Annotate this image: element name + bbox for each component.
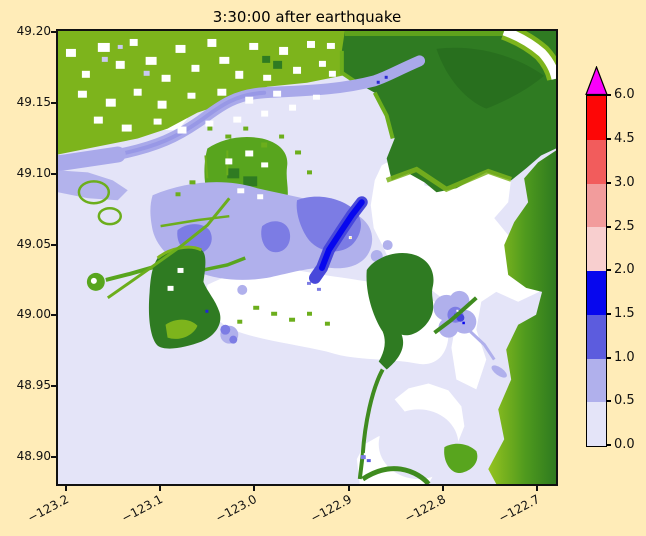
ytick [51, 456, 56, 458]
xtick [536, 486, 538, 491]
xtick [159, 486, 161, 491]
plot-area [56, 29, 558, 486]
xtick-label: −122.9 [307, 492, 354, 526]
colorbar-tick [607, 138, 611, 140]
urban-lavender-dots [101, 44, 150, 76]
ytick [51, 31, 56, 33]
colorbar-segment [587, 227, 606, 271]
estuary [58, 170, 128, 201]
colorbar-segment [587, 314, 606, 359]
green-flecks [175, 126, 330, 326]
xtick-label: −123.0 [212, 492, 259, 526]
ytick-label: 48.95 [16, 378, 51, 392]
ytick [51, 102, 56, 104]
map-canvas [58, 31, 556, 484]
dark-field-squares [262, 55, 283, 69]
river [58, 55, 426, 172]
colorbar-segment [587, 96, 606, 140]
colorbar-tick [607, 313, 611, 315]
colorbar-tick [607, 182, 611, 184]
colorbar-segment [587, 402, 606, 446]
ytick [51, 385, 56, 387]
colorbar-label: 2.5 [614, 219, 635, 234]
colorbar-tick [607, 400, 611, 402]
colorbar [585, 66, 608, 447]
se-bay [360, 409, 478, 484]
xtick-label: −122.8 [401, 492, 448, 526]
colorbar-bar [586, 95, 607, 447]
lowland-roads [77, 150, 231, 300]
colorbar-segment [587, 183, 606, 228]
ytick-label: 49.20 [16, 24, 51, 38]
colorbar-label: 0.5 [614, 393, 635, 408]
ytick-label: 49.05 [16, 237, 51, 251]
urban-speckles [65, 38, 336, 291]
ytick-label: 49.10 [16, 166, 51, 180]
colorbar-label: 6.0 [614, 87, 635, 102]
colorbar-tick [607, 357, 611, 359]
colorbar-segment [587, 358, 606, 403]
colorbar-tick [607, 226, 611, 228]
coastal-upland [488, 150, 556, 484]
colorbar-label: 3.0 [614, 175, 635, 190]
colorbar-segment [587, 139, 606, 184]
ytick [51, 244, 56, 246]
colorbar-label: 4.5 [614, 131, 635, 146]
colorbar-label: 1.0 [614, 350, 635, 365]
flood-zone-flower [433, 290, 507, 378]
xtick-label: −123.2 [24, 492, 71, 526]
ytick [51, 314, 56, 316]
colorbar-label: 2.0 [614, 262, 635, 277]
flood-zone-central [150, 182, 409, 291]
ytick [51, 173, 56, 175]
colorbar-tick [607, 269, 611, 271]
colorbar-segment [587, 271, 606, 315]
colorbar-label: 1.5 [614, 306, 635, 321]
ytick-label: 48.90 [16, 449, 51, 463]
plot-title: 3:30:00 after earthquake [212, 8, 402, 26]
xtick [253, 486, 255, 491]
colorbar-label: 0.0 [614, 437, 635, 452]
colorbar-over-triangle [585, 66, 608, 95]
colorbar-tick [607, 444, 611, 446]
xtick [348, 486, 350, 491]
xtick-label: −123.1 [118, 492, 165, 526]
xtick-label: −122.7 [495, 492, 542, 526]
xtick [65, 486, 67, 491]
colorbar-over-arrow [585, 66, 608, 95]
ytick-label: 49.00 [16, 307, 51, 321]
xtick [442, 486, 444, 491]
ytick-label: 49.15 [16, 95, 51, 109]
colorbar-tick [607, 94, 611, 96]
cape [357, 252, 434, 480]
